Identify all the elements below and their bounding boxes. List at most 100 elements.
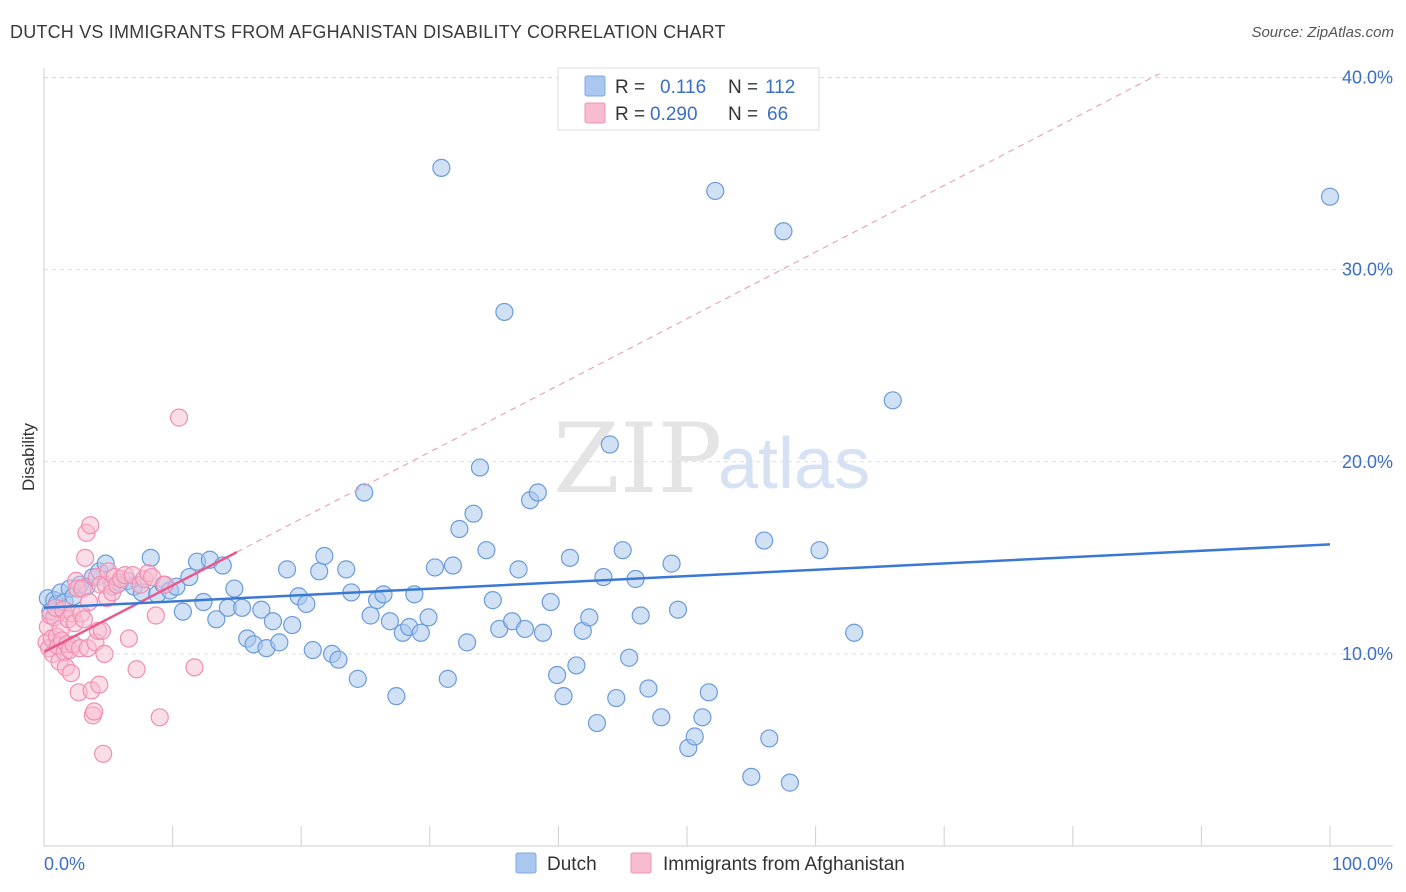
dutch-point [411, 623, 430, 642]
dutch-point [706, 181, 725, 201]
y-tick-label: 40.0% [1342, 68, 1393, 88]
x-tick-label-min: 0.0% [44, 854, 85, 874]
dutch-point [380, 612, 400, 631]
dutch-point [483, 591, 502, 610]
dutch-point [387, 687, 406, 706]
dutch-point [883, 391, 902, 410]
dutch-point [742, 767, 761, 786]
dutch-point [548, 665, 567, 685]
legend-label-afghan: Immigrants from Afghanistan [663, 854, 905, 875]
stats-legend: R = 0.116 N = 112 R = 0.290 N = 66 [557, 67, 820, 131]
watermark-zip: ZIP [553, 403, 722, 515]
afghan-point [127, 660, 146, 679]
afghan-point [85, 702, 104, 721]
dutch-point [425, 558, 445, 577]
afghan-point [81, 516, 100, 535]
afghan-r-value: 0.290 [650, 104, 698, 125]
dutch-point [438, 669, 457, 688]
dutch-point [297, 594, 316, 614]
dutch-point [845, 623, 864, 642]
dutch-point [495, 302, 514, 322]
dutch-point [668, 600, 688, 619]
dutch-point [283, 615, 302, 635]
dutch-point [600, 435, 619, 454]
dutch-point [541, 592, 560, 612]
afghan-point [79, 592, 99, 612]
dutch-point [232, 598, 252, 617]
afghan-point [90, 675, 109, 694]
chart-title: DUTCH VS IMMIGRANTS FROM AFGHANISTAN DIS… [10, 22, 726, 42]
dutch-point [639, 679, 658, 698]
dutch-point [329, 650, 348, 669]
dutch-point [509, 560, 528, 579]
afghan-point [74, 610, 93, 629]
dutch-point [348, 669, 367, 688]
afghan-legend-swatch [584, 102, 606, 124]
dutch-n-value: 112 [765, 77, 795, 98]
dutch-point [780, 773, 799, 792]
dutch-point [652, 708, 671, 727]
dutch-point [699, 683, 718, 702]
dutch-point [515, 619, 535, 639]
dutch-point [1320, 187, 1340, 206]
dutch-point [225, 579, 244, 598]
x-tick-marks [43, 826, 1331, 846]
x-tick-label-max: 100.0% [1332, 854, 1393, 874]
dutch-point [554, 687, 573, 706]
dutch-r-value: 0.116 [660, 77, 706, 98]
dutch-r-label: R = [615, 77, 645, 98]
dutch-point [361, 606, 380, 625]
dutch-point [270, 633, 289, 652]
dutch-point [141, 548, 160, 567]
dutch-n-label: N = [728, 77, 758, 98]
dutch-point [560, 548, 580, 567]
series-legend: Dutch Immigrants from Afghanistan [515, 852, 905, 875]
afghan-trend-extension [236, 73, 1160, 553]
dutch-point [760, 729, 779, 748]
legend-swatch-dutch [515, 852, 537, 874]
afghan-point [185, 658, 204, 677]
dutch-point [263, 612, 283, 631]
dutch-point [662, 554, 681, 573]
dutch-point [693, 708, 712, 727]
trend-lines [43, 73, 1331, 654]
dutch-point [607, 688, 626, 708]
dutch-point [310, 562, 329, 581]
dutch-point [594, 567, 613, 587]
dutch-point [810, 541, 829, 560]
afghan-points [37, 408, 204, 763]
dutch-legend-swatch [584, 75, 606, 97]
dutch-point [477, 541, 496, 560]
afghan-point [95, 644, 114, 664]
afghan-point [94, 744, 113, 763]
dutch-point [315, 546, 334, 566]
afghan-point [146, 606, 165, 625]
dutch-point [533, 623, 553, 642]
dutch-point [173, 602, 192, 621]
dutch-point [432, 158, 451, 177]
dutch-point [567, 656, 586, 675]
watermark-atlas: atlas [718, 424, 870, 504]
y-tick-label: 30.0% [1342, 260, 1393, 280]
dutch-point [631, 606, 650, 625]
afghan-point [76, 548, 95, 567]
legend-swatch-afghan [630, 852, 652, 874]
y-tick-label: 20.0% [1342, 452, 1393, 472]
y-axis-label: Disability [19, 422, 38, 491]
dutch-point [774, 222, 793, 241]
dutch-point [337, 560, 356, 579]
legend-label-dutch: Dutch [547, 854, 597, 875]
afghan-point [119, 629, 138, 648]
dutch-point [252, 600, 271, 619]
grid-lines [44, 77, 1393, 655]
afghan-point [61, 664, 81, 683]
dutch-point [470, 458, 490, 477]
y-tick-labels: 10.0% 20.0% 30.0% 40.0% [1342, 68, 1393, 664]
dutch-point [613, 541, 632, 560]
dutch-point [580, 608, 599, 627]
dutch-point [207, 610, 226, 629]
dutch-point [355, 483, 374, 502]
afghan-n-value: 66 [767, 104, 788, 125]
dutch-point [450, 519, 469, 539]
